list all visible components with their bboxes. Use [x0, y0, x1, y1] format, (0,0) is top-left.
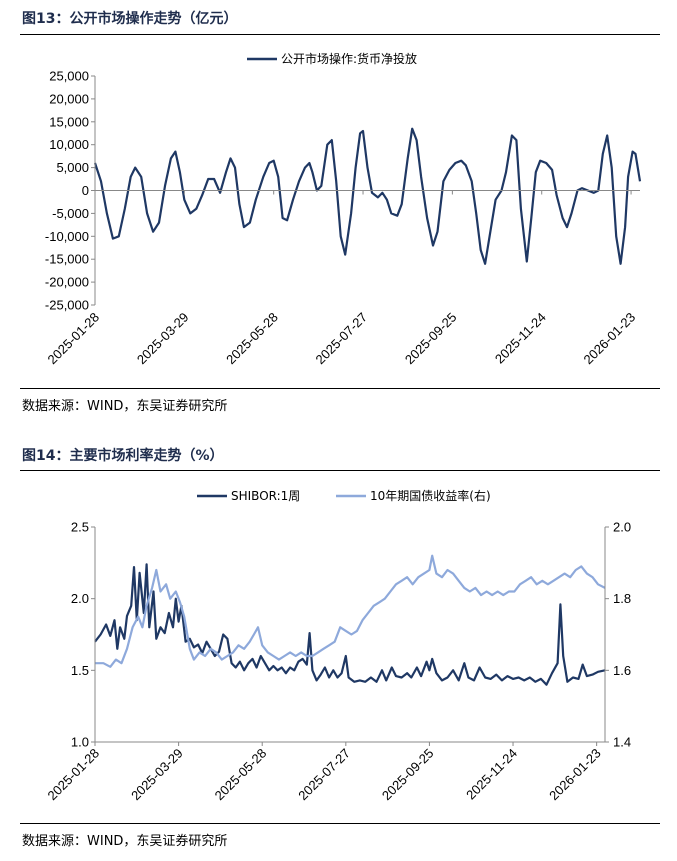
c13-ytick-label: 10,000	[49, 137, 89, 152]
c14-xtick-label: 2025-05-28	[212, 746, 270, 804]
c14-y2tick-label: 1.6	[613, 663, 631, 678]
c14-legend: SHIBOR:1周 10年期国债收益率(右)	[197, 488, 491, 503]
chart14-bottom-rule	[20, 823, 660, 824]
c13-ytick-label: 25,000	[49, 69, 89, 84]
chart13-bottom-rule	[20, 388, 660, 389]
c13-ytick-label: 5,000	[56, 160, 89, 175]
c13-legend: 公开市场操作:货币净投放	[247, 51, 417, 66]
c14-legend-label-1: 10年期国债收益率(右)	[370, 488, 491, 503]
c14-y2tick-label: 1.8	[613, 591, 631, 606]
c14-ytick-label: 1.5	[71, 663, 89, 678]
chart14-title: 图14：主要市场利率走势（%）	[22, 448, 224, 464]
c14-xtick-label: 2025-11-24	[463, 746, 520, 803]
chart14-top-rule	[20, 470, 660, 471]
c13-ytick-label: -10,000	[45, 229, 89, 244]
c14-series-line-0	[94, 563, 606, 686]
c14-xtick-label: 2025-07-27	[295, 746, 353, 804]
c13-ytick-label: 20,000	[49, 91, 89, 106]
c14-y2tick-label: 2.0	[613, 520, 631, 535]
c13-ytick-label: -15,000	[45, 252, 89, 267]
c14-xtick-label: 2025-03-29	[128, 746, 186, 804]
chart14-source: 数据来源：WIND，东吴证券研究所	[22, 834, 228, 849]
c14-y2tick-label: 1.4	[613, 735, 631, 750]
c14-xtick-label: 2025-09-25	[379, 746, 437, 804]
c14-xtick-label: 2025-01-28	[44, 746, 102, 804]
c14-series-line-1	[95, 554, 606, 668]
chart13-source: 数据来源：WIND，东吴证券研究所	[22, 399, 228, 414]
chart13-top-rule	[20, 34, 660, 35]
c13-ytick-label: -20,000	[45, 275, 89, 290]
chart13-title: 图13：公开市场操作走势（亿元）	[22, 11, 238, 27]
c14-xtick-label: 2026-01-23	[546, 746, 604, 804]
c13-ytick-label: -25,000	[45, 298, 89, 313]
c14-ytick-label: 2.5	[71, 520, 89, 535]
c13-legend-label-0: 公开市场操作:货币净投放	[281, 51, 417, 66]
chart13-net-injection: 公开市场操作:货币净投放 -25,000 -20,000 -15,000 -10,000…	[44, 51, 642, 367]
c13-ytick-label: 15,000	[49, 114, 89, 129]
c13-ytick-label: 0	[82, 183, 89, 198]
c13-ytick-label: -5,000	[52, 206, 89, 221]
c13-series-line-0	[93, 127, 642, 265]
c14-ytick-label: 2.0	[71, 591, 89, 606]
c14-legend-label-0: SHIBOR:1周	[231, 489, 300, 503]
c14-ytick-label: 1.0	[71, 735, 89, 750]
